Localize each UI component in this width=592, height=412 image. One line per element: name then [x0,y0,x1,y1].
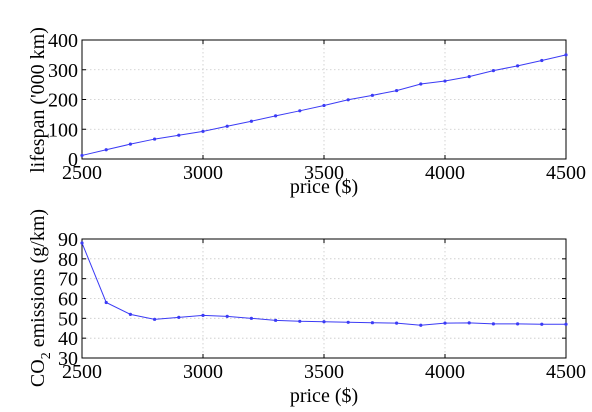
co2-data-point [104,300,108,305]
lifespan-data-point [274,114,278,118]
lifespan-data-point [467,74,471,79]
co2-y-axis-label-co: CO [27,359,49,387]
lifespan-data-point [370,93,374,97]
co2-x-tick-label: 4000 [425,361,465,383]
lifespan-chart: 2500 3000 3500 4000 4500 0 100 200 300 400 price … [27,27,586,198]
lifespan-x-tick-label: 3500 [304,162,344,184]
lifespan-data-point [298,109,302,113]
lifespan-data-point [346,98,350,102]
lifespan-grid [82,40,566,159]
lifespan-data-point [104,148,108,152]
lifespan-series [80,53,568,158]
co2-data-point [225,314,229,318]
lifespan-data-point [177,133,181,137]
lifespan-data-point [153,137,157,141]
lifespan-x-tick-label: 4500 [546,162,586,184]
co2-data-point [322,320,326,324]
lifespan-data-point [491,69,495,73]
lifespan-data-point [540,58,544,63]
co2-x-axis-label: price ($) [290,385,358,407]
lifespan-y-tick-label: 100 [48,119,78,141]
lifespan-x-tick-label: 2500 [62,162,102,184]
co2-data-point [491,322,495,326]
lifespan-data-point [128,142,132,146]
lifespan-data-point [249,119,253,123]
lifespan-ticks: 2500 3000 3500 4000 4500 0 100 200 300 400 [48,30,586,184]
lifespan-data-point [80,153,84,158]
co2-series [80,241,568,327]
co2-data-point [516,322,520,326]
co2-data-point [540,322,544,326]
lifespan-data-point [201,129,205,133]
co2-data-point [128,312,132,316]
co2-data-point [177,315,181,319]
co2-data-point [370,321,374,325]
co2-y-tick-label: 80 [58,249,78,271]
co2-y-axis-label-rest: emissions (g/km) [27,209,49,352]
co2-y-axis-label-subscript: 2 [39,352,54,359]
lifespan-y-tick-label: 400 [48,30,78,52]
lifespan-data-point [516,64,520,68]
co2-data-point [346,320,350,324]
co2-x-tick-label: 4500 [546,361,586,383]
co2-data-point [201,313,205,317]
lifespan-data-point [322,103,326,108]
co2-y-tick-label: 40 [58,328,78,350]
co2-data-point [153,317,157,321]
co2-y-tick-label: 50 [58,308,78,330]
lifespan-x-tick-label: 3000 [183,162,223,184]
co2-data-point [274,318,278,322]
lifespan-y-tick-label: 0 [68,149,78,171]
co2-data-point [564,322,568,326]
co2-x-tick-label: 3500 [304,361,344,383]
co2-data-point [395,321,399,325]
co2-y-tick-label: 90 [58,229,78,251]
co2-data-point [467,321,471,325]
co2-y-tick-label: 30 [58,348,78,370]
lifespan-data-point [419,82,423,86]
lifespan-data-point [564,53,568,57]
co2-x-tick-label: 2500 [62,361,102,383]
co2-data-point [419,323,423,327]
co2-x-tick-label: 3000 [183,361,223,383]
co2-data-point [298,319,302,323]
lifespan-data-point [395,88,399,93]
lifespan-data-point [225,124,229,128]
lifespan-y-axis-label: lifespan ('000 km) [27,27,49,173]
co2-data-point [80,241,84,245]
lifespan-y-tick-label: 200 [48,90,78,112]
lifespan-x-axis-label: price ($) [290,176,358,198]
lifespan-x-tick-label: 4000 [425,162,465,184]
co2-y-tick-label: 70 [58,269,78,291]
co2-data-point [443,321,447,325]
lifespan-y-tick-label: 300 [48,60,78,82]
lifespan-data-point [443,79,447,83]
co2-data-point [249,316,253,320]
co2-y-tick-label: 60 [58,289,78,311]
co2-y-axis-label: CO2 emissions (g/km) [27,209,54,387]
